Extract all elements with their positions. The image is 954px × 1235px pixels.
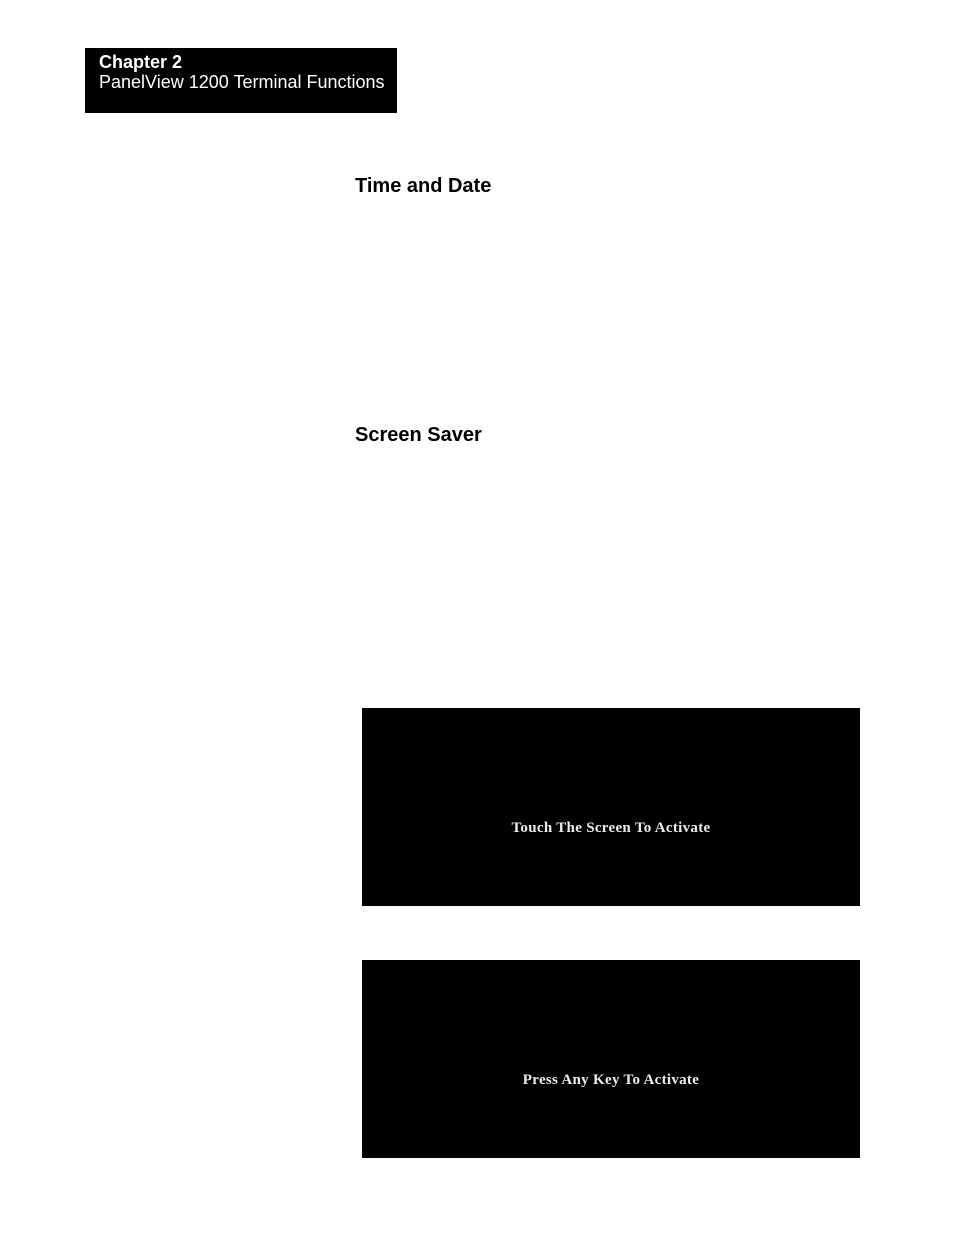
panel-shape — [362, 960, 860, 1158]
touchscreen-message: Touch The Screen To Activate — [362, 820, 860, 837]
keypad-message: Press Any Key To Activate — [362, 1072, 860, 1089]
panel-shape — [362, 708, 860, 906]
chapter-title: Chapter 2 — [99, 53, 397, 73]
section-heading-time-date: Time and Date — [355, 175, 491, 198]
chapter-header-box: Chapter 2 PanelView 1200 Terminal Functi… — [85, 48, 397, 113]
touchscreen-screensaver-panel — [362, 708, 860, 906]
section-heading-screen-saver: Screen Saver — [355, 424, 482, 447]
chapter-subtitle: PanelView 1200 Terminal Functions — [99, 73, 397, 93]
keypad-screensaver-panel — [362, 960, 860, 1158]
